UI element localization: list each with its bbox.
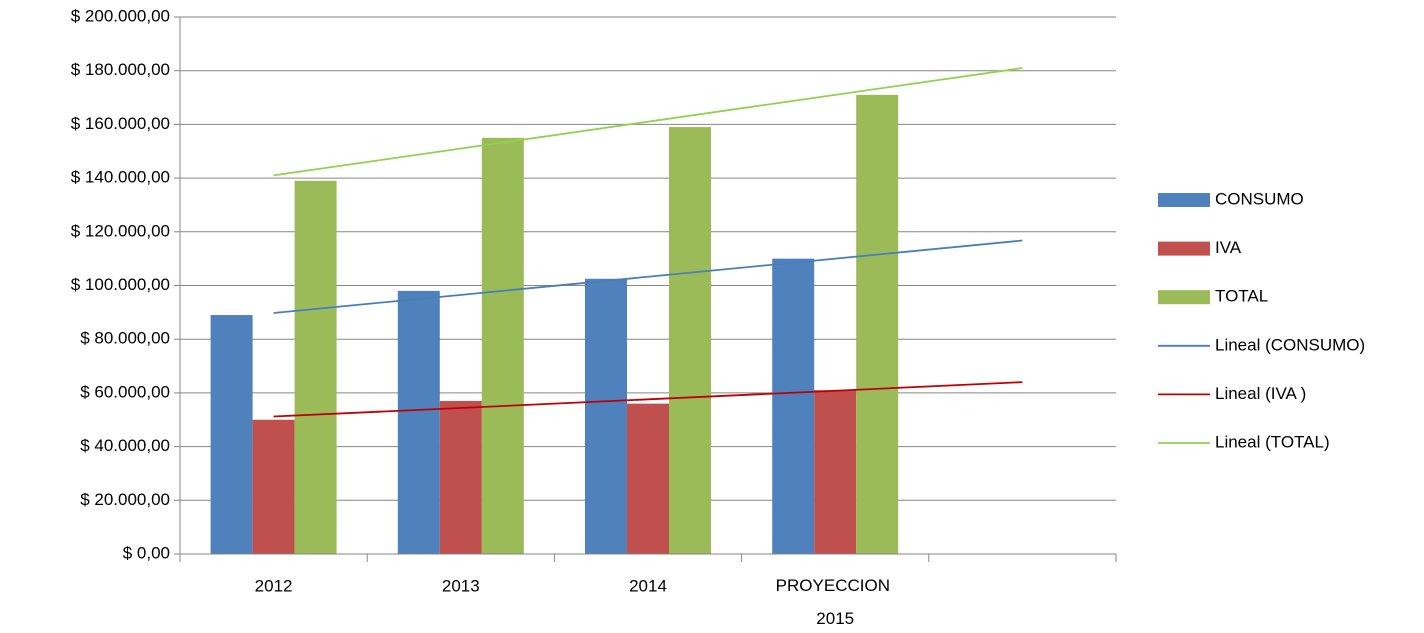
- x-tick-label: 2013: [442, 576, 480, 595]
- bar: [252, 419, 295, 554]
- legend-label: Lineal (IVA ): [1215, 384, 1306, 403]
- y-tick-label: $ 160.000,00: [71, 114, 170, 133]
- y-tick-label: $ 120.000,00: [71, 221, 170, 240]
- bar: [294, 180, 337, 554]
- trend-line: [273, 239, 1023, 314]
- legend-label: CONSUMO: [1215, 189, 1304, 208]
- legend-swatch: [1158, 193, 1210, 207]
- bar: [856, 94, 899, 555]
- y-tick-label: $ 180.000,00: [71, 60, 170, 79]
- legend-label: Lineal (TOTAL): [1215, 432, 1330, 451]
- y-tick-label: $ 140.000,00: [71, 168, 170, 187]
- bar: [481, 137, 524, 554]
- y-tick-label: $ 200.000,00: [71, 6, 170, 25]
- bar: [669, 127, 711, 555]
- bar: [397, 290, 440, 554]
- bar: [814, 390, 857, 554]
- bar: [585, 278, 627, 554]
- bar: [627, 403, 669, 554]
- y-tick-label: $ 0,00: [123, 543, 170, 562]
- y-tick-label: $ 100.000,00: [71, 275, 170, 294]
- bar: [439, 400, 482, 554]
- legend-swatch: [1158, 290, 1210, 305]
- y-tick-label: $ 60.000,00: [80, 382, 170, 401]
- y-tick-label: $ 40.000,00: [80, 436, 170, 455]
- legend-swatch: [1158, 241, 1210, 256]
- trend-line: [273, 381, 1023, 418]
- x-tick-label: 2012: [255, 576, 293, 595]
- y-tick-label: $ 80.000,00: [80, 329, 170, 348]
- legend-label: Lineal (CONSUMO): [1215, 335, 1365, 354]
- bar: [210, 315, 253, 554]
- legend-label: IVA: [1215, 238, 1242, 257]
- y-tick-label: $ 20.000,00: [80, 490, 170, 509]
- legend-label: TOTAL: [1215, 287, 1268, 306]
- x-tick-label: 2014: [629, 576, 667, 595]
- trend-line: [273, 67, 1023, 177]
- x-tick-label: PROYECCION 2015: [776, 576, 895, 628]
- bar: [772, 258, 815, 554]
